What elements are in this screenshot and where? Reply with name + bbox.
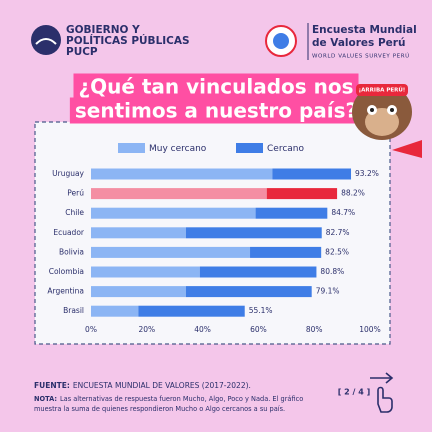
survey-sub: WORLD VALUES SURVEY PERÚ (312, 53, 410, 60)
source-text: ENCUESTA MUNDIAL DE VALORES (2017-2022). (73, 381, 251, 390)
source: FUENTE: ENCUESTA MUNDIAL DE VALORES (2017… (34, 381, 251, 390)
survey-logo-globe (273, 33, 289, 49)
y-tick-label: Perú (67, 189, 84, 198)
total-label: 79.1% (316, 287, 340, 296)
page-indicator: [ 2 / 4 ] (338, 388, 371, 397)
bar-segment (255, 207, 328, 219)
bar-segment (91, 227, 186, 239)
title-highlight (69, 97, 363, 124)
title-highlight (73, 73, 359, 100)
bar-segment (185, 227, 322, 239)
mascot-hat: ¡ARRIBA PERÚ! (359, 87, 406, 94)
bar-segment (91, 207, 256, 219)
legend-swatch (236, 143, 263, 153)
y-tick-label: Chile (65, 208, 84, 217)
org-logo-wave (35, 38, 57, 45)
x-tick-label: 0% (85, 325, 97, 334)
bar-segment (266, 188, 338, 200)
x-tick-label: 80% (306, 325, 323, 334)
x-tick-label: 20% (138, 325, 155, 334)
title: ¿Qué tan vinculados nos (78, 75, 353, 99)
org-name: GOBIERNO Y (66, 24, 140, 36)
y-tick-label: Brasil (63, 306, 84, 315)
bar-segment (91, 168, 273, 180)
bar-segment (185, 286, 312, 298)
y-tick-label: Bolivia (59, 247, 84, 256)
bar-segment (91, 305, 139, 317)
total-label: 80.8% (320, 267, 344, 276)
total-label: 82.5% (325, 247, 349, 256)
legend-label: Muy cercano (149, 144, 207, 154)
total-label: 82.7% (326, 228, 350, 237)
total-label: 55.1% (249, 306, 273, 315)
survey-name: de Valores Perú (312, 37, 405, 49)
y-tick-label: Colombia (49, 267, 84, 276)
survey-name: Encuesta Mundial (312, 24, 417, 36)
note-text: muestra la suma de quienes respondieron … (34, 405, 285, 413)
x-tick-label: 40% (194, 325, 211, 334)
swipe-icon (370, 372, 394, 413)
legend-swatch (118, 143, 145, 153)
org-name: PUCP (66, 46, 98, 58)
x-tick-label: 100% (359, 325, 380, 334)
source-label: FUENTE: (34, 381, 70, 390)
bar-segment (91, 286, 186, 298)
y-tick-label: Argentina (47, 287, 84, 296)
x-tick-label: 60% (250, 325, 267, 334)
bar-segment (138, 305, 245, 317)
bar-segment (91, 188, 267, 200)
note-label: NOTA: (34, 395, 57, 403)
y-tick-label: Ecuador (53, 228, 85, 237)
bar-segment (272, 168, 352, 180)
mascot (352, 84, 422, 158)
bar-segment (199, 266, 317, 278)
total-label: 93.2% (355, 169, 379, 178)
legend-label: Cercano (267, 144, 304, 154)
title: sentimos a nuestro país? (75, 99, 357, 123)
org-name: POLÍTICAS PÚBLICAS (66, 34, 190, 47)
y-tick-label: Uruguay (52, 169, 84, 178)
total-label: 88.2% (341, 189, 365, 198)
bar-segment (91, 266, 200, 278)
bar-segment (91, 246, 251, 258)
total-label: 84.7% (331, 208, 355, 217)
bar-segment (250, 246, 322, 258)
note-text: Las alternativas de respuesta fueron Muc… (60, 395, 303, 403)
note: NOTA: Las alternativas de respuesta fuero… (34, 395, 303, 403)
